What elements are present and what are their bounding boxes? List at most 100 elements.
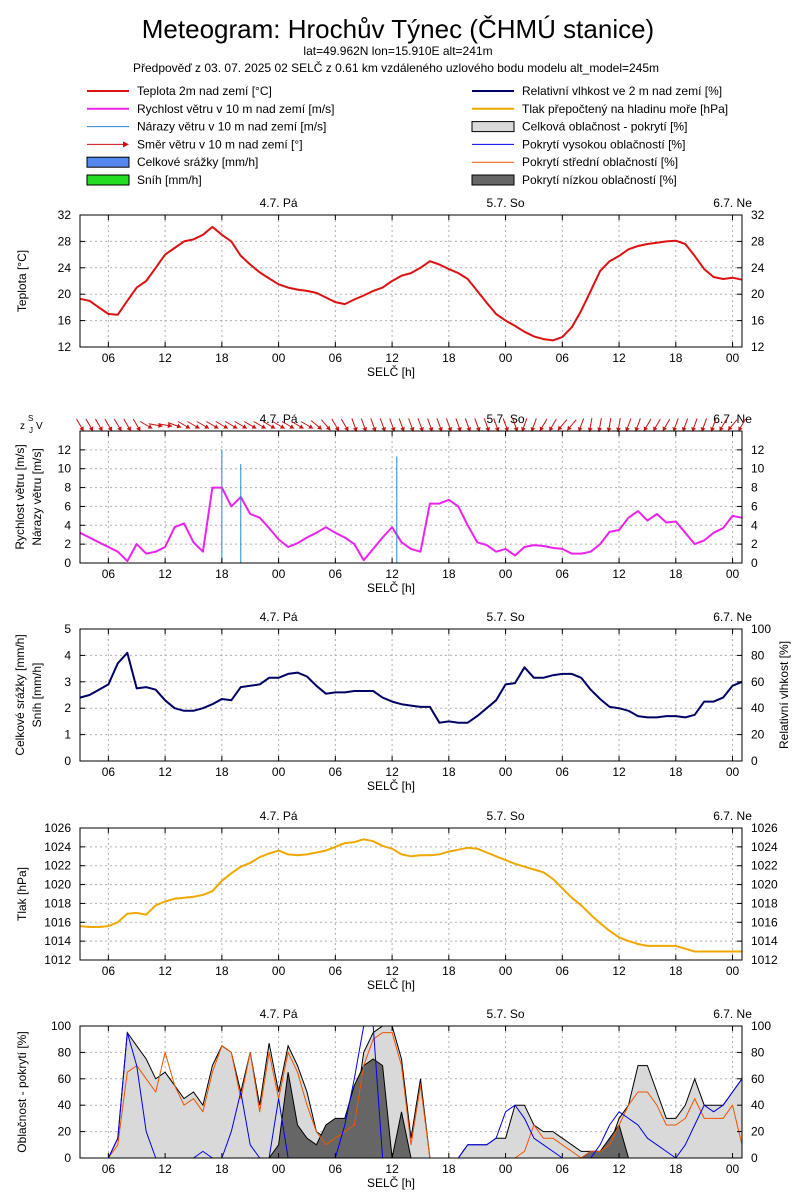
y-tick-label: 5 xyxy=(64,622,71,636)
x-tick-label: 18 xyxy=(215,567,229,581)
y-tick-label-right: 1020 xyxy=(751,878,778,892)
wind-arrow-head xyxy=(242,424,247,429)
legend-swatch-box xyxy=(86,156,130,168)
y-tick-label: 3 xyxy=(64,675,71,689)
wind-arrow-head xyxy=(438,426,443,432)
wind-arrow xyxy=(566,419,577,431)
cloud-total-area xyxy=(80,1026,742,1158)
y-tick-label: 8 xyxy=(64,481,71,495)
x-axis-label: SELČ [h] xyxy=(367,364,415,379)
wind-arrow-head xyxy=(79,426,84,432)
day-label: 4.7. Pá xyxy=(260,412,298,426)
y-tick-label-right: 40 xyxy=(751,1098,765,1112)
x-tick-label: 00 xyxy=(499,351,513,365)
x-tick-label: 06 xyxy=(556,567,570,581)
wind-arrow xyxy=(681,418,689,432)
y-tick-label: 60 xyxy=(58,1072,72,1086)
x-tick-label: 00 xyxy=(499,567,513,581)
day-label: 4.7. Pá xyxy=(260,196,298,210)
y-tick-label: 2 xyxy=(64,537,71,551)
wind-arrow xyxy=(455,418,462,432)
wind-arrow xyxy=(177,421,191,429)
chart-title: Meteogram: Hrochův Týnec (ČHMÚ stanice) xyxy=(142,14,654,44)
wind-arrow-head xyxy=(681,426,687,432)
x-tick-label: 18 xyxy=(215,765,229,779)
y-tick-label: 32 xyxy=(58,208,72,222)
wind-arrow xyxy=(502,418,509,432)
wind-arrow-head xyxy=(317,425,322,430)
wind-arrow xyxy=(727,419,738,431)
wind-arrow xyxy=(625,418,632,432)
wind-arrow xyxy=(291,421,304,429)
x-tick-label: 06 xyxy=(329,765,343,779)
wind-arrow-head xyxy=(279,424,285,429)
x-tick-label: 06 xyxy=(102,765,116,779)
x-tick-label: 00 xyxy=(726,765,740,779)
legend-item: Směr větru v 10 m nad zemí [°] xyxy=(87,137,303,151)
wind-arrow-head xyxy=(167,423,173,428)
y-tick-label-right: 28 xyxy=(751,234,765,248)
y-tick-label-right: 60 xyxy=(751,1072,765,1086)
wind-arrow-head xyxy=(232,424,238,429)
x-tick-label: 06 xyxy=(329,567,343,581)
wind-arrow xyxy=(662,418,671,432)
wind-arrow-head xyxy=(223,424,228,429)
x-axis-label: SELČ [h] xyxy=(367,977,415,992)
x-tick-label: 06 xyxy=(102,351,116,365)
x-tick-label: 18 xyxy=(215,1162,229,1176)
wind-arrow-head xyxy=(447,426,453,432)
x-tick-label: 06 xyxy=(556,765,570,779)
x-tick-label: 12 xyxy=(385,1162,399,1176)
legend-item: Nárazy větru v 10 m nad zemí [m/s] xyxy=(87,120,326,134)
y-tick-label-right: 10 xyxy=(751,462,765,476)
wind-arrow-head xyxy=(606,427,612,432)
x-tick-label: 00 xyxy=(726,964,740,978)
y-tick-label: 1022 xyxy=(44,859,71,873)
wind-arrow-head xyxy=(334,426,340,432)
y-tick-label-right: 1014 xyxy=(751,934,778,948)
wind-arrow-head xyxy=(691,426,697,432)
wind-arrow xyxy=(272,421,285,429)
legend-item: Pokrytí nízkou oblačností [%] xyxy=(471,173,677,187)
plot-frame xyxy=(79,827,743,961)
y-tick-label: 80 xyxy=(58,1045,72,1059)
y-tick-label-right: 4 xyxy=(751,518,758,532)
y-tick-label: 10 xyxy=(58,462,72,476)
wind-arrow-head xyxy=(567,425,572,431)
legend-label: Rychlost větru v 10 m nad zemí [m/s] xyxy=(137,102,334,116)
pressure-line xyxy=(79,838,742,953)
wind-arrow xyxy=(464,418,472,432)
y-tick-label: 12 xyxy=(58,340,72,354)
y-tick-label: 6 xyxy=(64,499,71,513)
station-coords: lat=49.962N lon=15.910E alt=241m xyxy=(303,44,492,58)
x-tick-label: 12 xyxy=(158,765,172,779)
x-axis-label: SELČ [h] xyxy=(367,1175,415,1190)
day-label: 5.7. So xyxy=(487,809,525,823)
wind-arrow xyxy=(123,418,132,432)
wind-arrow xyxy=(597,418,603,432)
x-tick-label: 12 xyxy=(158,964,172,978)
wind-arrow xyxy=(310,420,323,430)
x-tick-label: 00 xyxy=(272,964,286,978)
wind-arrow-head xyxy=(194,424,200,429)
x-tick-label: 06 xyxy=(102,1162,116,1176)
wind-arrow-head xyxy=(587,427,593,432)
x-tick-label: 18 xyxy=(215,351,229,365)
wind-arrow xyxy=(521,418,528,432)
y-tick-label: 4 xyxy=(64,648,71,662)
wind-arrow-head xyxy=(485,426,491,432)
x-tick-label: 06 xyxy=(556,351,570,365)
wind-arrow-head xyxy=(504,426,509,432)
wind-dir-legend: V xyxy=(36,421,43,432)
wind-arrow xyxy=(379,418,387,432)
wind-arrow xyxy=(587,418,593,432)
legend-swatch-box xyxy=(471,174,515,186)
wind-arrow xyxy=(616,418,621,432)
day-label: 6.7. Ne xyxy=(713,610,752,624)
wind-arrow xyxy=(360,418,368,432)
x-tick-label: 00 xyxy=(726,1162,740,1176)
y-tick-label: 40 xyxy=(58,1098,72,1112)
x-tick-label: 12 xyxy=(158,567,172,581)
x-axis-label: SELČ [h] xyxy=(367,778,415,793)
day-label: 4.7. Pá xyxy=(260,809,298,823)
